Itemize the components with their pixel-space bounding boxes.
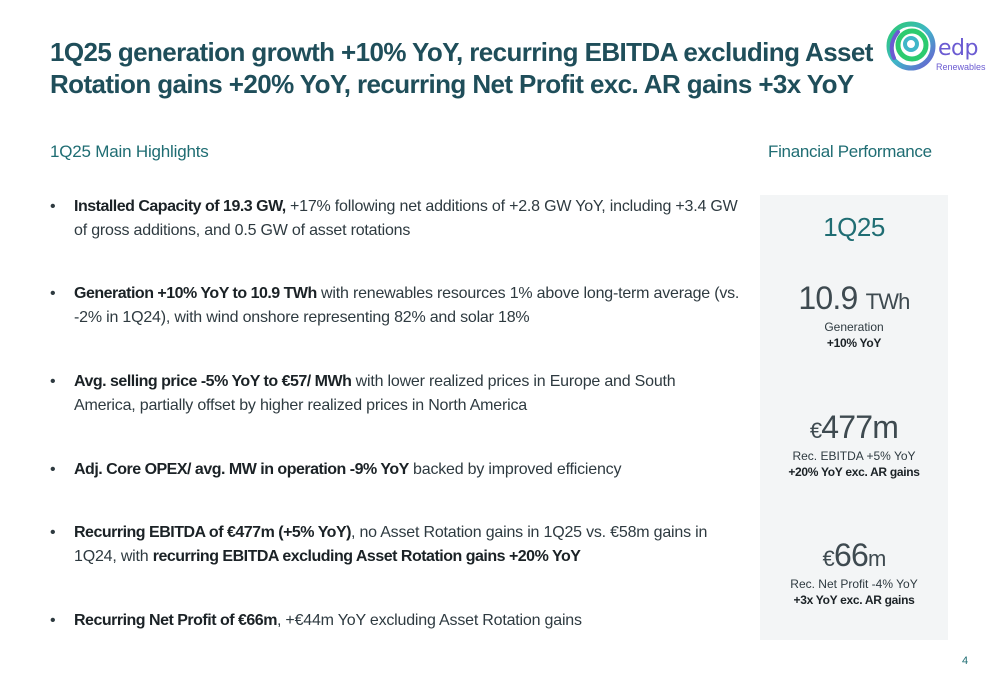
bullet-icon: •	[50, 461, 56, 478]
bullet-icon: •	[50, 524, 56, 541]
bullet-icon: •	[50, 373, 56, 390]
highlight-item-recurring-ebitda: • Recurring EBITDA of €477m (+5% YoY), n…	[50, 521, 740, 569]
highlight-bold-2: recurring EBITDA excluding Asset Rotatio…	[152, 548, 581, 565]
kpi-recurring-net-profit: €66m Rec. Net Profit -4% YoY +3x YoY exc…	[760, 538, 948, 608]
highlight-bold: Recurring Net Profit of €66m	[74, 612, 277, 629]
edp-logo: edp Renewables	[884, 18, 986, 82]
period-label: 1Q25	[823, 212, 885, 242]
kpi-label: Rec. Net Profit -4% YoY	[790, 577, 918, 591]
highlight-item-net-profit: • Recurring Net Profit of €66m, +€44m Yo…	[50, 609, 740, 633]
kpi-label: Rec. EBITDA +5% YoY	[792, 449, 916, 463]
kpi-growth: +20% YoY exc. AR gains	[788, 465, 920, 479]
highlight-bold: Installed Capacity of 19.3 GW,	[74, 198, 286, 215]
highlight-bold: Recurring EBITDA of €477m (+5% YoY)	[74, 524, 351, 541]
highlight-text: backed by improved efficiency	[408, 461, 622, 478]
edp-spiral-logo-icon	[886, 21, 936, 71]
bullet-icon: •	[50, 198, 56, 215]
highlight-text: +17% following net additions of +2.8 GW …	[74, 198, 738, 239]
kpi-label: Generation	[824, 320, 884, 334]
kpi-unit: TWh	[865, 289, 911, 314]
logo-wordmark: edp	[938, 36, 978, 61]
bullet-icon: •	[50, 285, 56, 302]
slide-title-line-1: 1Q25 generation growth +10% YoY, recurri…	[50, 37, 873, 67]
highlight-text: with renewables resources 1% above long-…	[74, 285, 740, 326]
bullet-icon: •	[50, 612, 56, 629]
kpi-unit: m	[872, 409, 899, 445]
highlight-text: , no Asset Rotation gains in 1Q25 vs. €5…	[74, 524, 708, 565]
kpi-value: 10.9	[798, 280, 858, 316]
slide-title: 1Q25 generation growth +10% YoY, recurri…	[50, 36, 873, 100]
kpi-recurring-ebitda: €477m Rec. EBITDA +5% YoY +20% YoY exc. …	[760, 410, 948, 480]
financial-performance-panel: 1Q25 10.9 TWh Generation +10% YoY €477m …	[760, 195, 948, 640]
highlight-bold: Avg. selling price -5% YoY to €57/ MWh	[74, 373, 352, 390]
highlight-item-installed-capacity: • Installed Capacity of 19.3 GW, +17% fo…	[50, 195, 740, 243]
highlight-text: , +€44m YoY excluding Asset Rotation gai…	[276, 612, 582, 629]
logo-subtitle: Renewables	[936, 62, 986, 72]
kpi-value: 477	[821, 409, 873, 445]
kpi-growth: +3x YoY exc. AR gains	[793, 593, 915, 607]
kpi-unit: m	[867, 546, 886, 571]
kpi-currency: €	[809, 418, 822, 443]
highlight-item-core-opex: • Adj. Core OPEX/ avg. MW in operation -…	[50, 458, 740, 482]
highlight-text: with lower realized prices in Europe and…	[74, 373, 676, 414]
kpi-generation: 10.9 TWh Generation +10% YoY	[760, 281, 948, 351]
financial-performance-heading: Financial Performance	[768, 142, 932, 161]
highlight-bold: Generation +10% YoY to 10.9 TWh	[74, 285, 317, 302]
highlights-heading: 1Q25 Main Highlights	[50, 142, 209, 161]
kpi-currency: €	[822, 546, 835, 571]
highlight-item-selling-price: • Avg. selling price -5% YoY to €57/ MWh…	[50, 370, 740, 418]
kpi-value: 66	[833, 537, 869, 573]
highlight-item-generation: • Generation +10% YoY to 10.9 TWh with r…	[50, 282, 740, 330]
highlight-bold: Adj. Core OPEX/ avg. MW in operation -9%…	[74, 461, 409, 478]
kpi-growth: +10% YoY	[826, 336, 882, 350]
page-number: 4	[962, 655, 969, 667]
slide-title-line-2: Rotation gains +20% YoY, recurring Net P…	[50, 69, 854, 99]
